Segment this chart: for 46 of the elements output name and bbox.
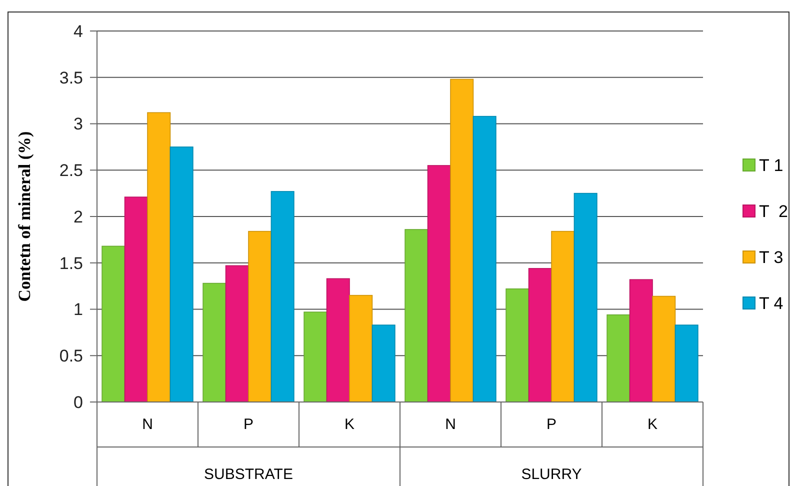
bar	[652, 296, 676, 402]
bar	[606, 314, 630, 402]
y-tick-label: 2	[74, 207, 83, 226]
text: SUBSTRATE	[204, 466, 293, 483]
x-tick-label: K	[344, 416, 355, 433]
bar	[102, 246, 126, 402]
bar	[170, 146, 194, 402]
bar	[372, 324, 396, 402]
x-tick-label: P	[546, 416, 557, 433]
x-tick-label: N	[445, 416, 456, 433]
bar	[202, 282, 226, 402]
bar	[506, 288, 530, 402]
legend-label: T 4	[759, 294, 784, 313]
x-tick-label: P	[243, 416, 254, 433]
bar	[270, 191, 294, 402]
bar	[124, 196, 148, 402]
y-tick-label: 0	[74, 392, 83, 412]
y-tick-label: 3.5	[59, 68, 83, 88]
bar	[574, 192, 598, 402]
bar	[147, 112, 171, 402]
y-tick-label: 1	[74, 300, 83, 320]
bar	[304, 312, 328, 402]
bar	[551, 230, 575, 402]
y-tick-label: 3	[74, 114, 83, 134]
legend-label: T 2	[759, 202, 788, 221]
x-tick-label: N	[142, 416, 153, 433]
y-tick-label: 0.5	[59, 346, 83, 366]
bar	[326, 278, 350, 402]
bar	[427, 165, 451, 402]
bar	[528, 268, 552, 402]
bar	[674, 324, 698, 402]
bar	[629, 279, 653, 402]
y-tick-label: 1.5	[59, 254, 83, 273]
bar	[225, 265, 249, 402]
bar	[248, 230, 272, 402]
legend-label: T 3	[759, 248, 784, 267]
y-tick-label: 4	[74, 22, 83, 41]
x-tick-label: K	[647, 416, 658, 433]
text: SLURRY	[521, 466, 582, 483]
y-tick-label: 2.5	[59, 161, 83, 180]
legend-label: T 1	[759, 156, 784, 175]
bar	[450, 78, 474, 402]
y-axis-title: Contetn of mineral (%)	[15, 131, 34, 302]
bar	[472, 116, 496, 402]
bar	[349, 294, 373, 402]
bar	[404, 229, 428, 402]
